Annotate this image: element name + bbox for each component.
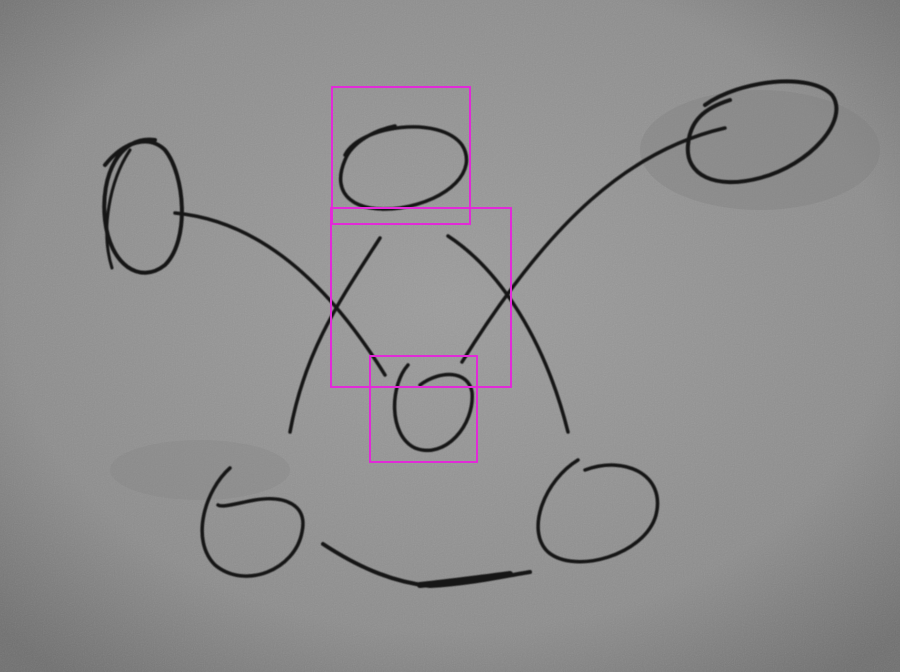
top-right-node-loop [685,79,839,185]
middle-node-bounding-box [369,355,478,463]
edge-topright-to-middle [460,126,727,364]
middle-node-loop [392,363,474,452]
left-node-loop-tail [105,148,132,270]
crossing-bounding-box [330,207,512,388]
top-node-bounding-box [331,86,471,225]
edge-top-to-lower-right [446,234,570,434]
edge-left-to-middle [173,211,387,377]
edge-top-to-lower-left [288,236,382,434]
smudge [640,90,880,210]
smudge [110,440,290,500]
bottom-right-node-loop [536,458,660,564]
bottom-connector-stroke-thick [417,571,513,588]
left-node-loop [102,137,184,275]
bottom-left-node-loop [200,466,305,578]
top-node-loop [338,124,469,211]
